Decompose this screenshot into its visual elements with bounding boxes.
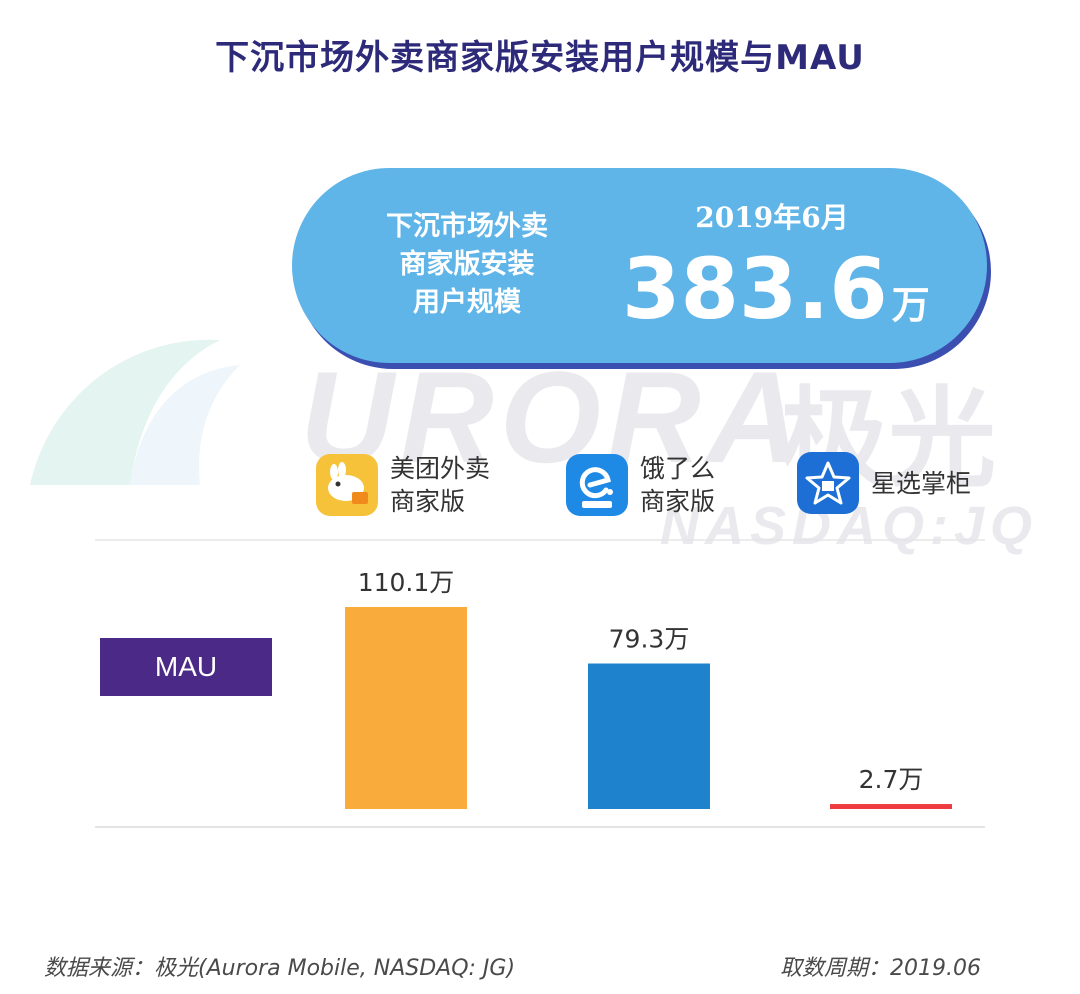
highlight-label-line: 下沉市场外卖: [386, 211, 548, 242]
legend-app-name: 美团外卖 商家版: [390, 452, 490, 518]
highlight-label-line: 商家版安装: [399, 249, 535, 280]
bar-3: [830, 804, 952, 809]
highlight-label: 下沉市场外卖 商家版安装 用户规模: [347, 208, 587, 322]
legend-app-eleme: 饿了么 商家版: [566, 452, 715, 518]
bar-value-label: 2.7万: [859, 765, 924, 794]
legend-app-name-line: 饿了么: [640, 454, 716, 483]
legend-app-xingxuan: 星选掌柜: [797, 452, 971, 514]
highlight-pill: 下沉市场外卖 商家版安装 用户规模 2019年6月 383.6 万: [292, 168, 987, 363]
legend-app-name-line: 商家版: [640, 487, 716, 516]
legend-app-name-line: 美团外卖: [390, 454, 491, 483]
highlight-unit: 万: [891, 283, 930, 327]
footer-source: 数据来源：极光(Aurora Mobile, NASDAQ: JG): [44, 956, 516, 981]
eleme-e-icon: [566, 454, 628, 516]
highlight-value: 383.6: [622, 240, 888, 338]
bar-value-label: 79.3万: [609, 625, 690, 654]
chart-title: 下沉市场外卖商家版安装用户规模与MAU: [215, 38, 865, 78]
watermark-brand: URORA: [300, 344, 807, 490]
meituan-kangaroo-icon: [316, 454, 378, 516]
legend-app-name-line: 商家版: [390, 487, 466, 516]
mau-badge: MAU: [100, 638, 272, 696]
bar-2: [588, 663, 710, 809]
legend-app-name: 星选掌柜: [871, 467, 971, 500]
bar-value-label: 110.1万: [358, 568, 455, 597]
highlight-date: 2019年6月: [695, 201, 849, 234]
footer-period: 取数周期：2019.06: [780, 956, 981, 981]
legend-app-name: 饿了么 商家版: [640, 452, 715, 518]
aurora-logo-watermark-icon: [30, 339, 240, 485]
highlight-label-line: 用户规模: [413, 287, 521, 318]
bar-1: [345, 607, 467, 809]
xingxuan-star-icon: [797, 452, 859, 514]
highlight-value-wrap: 383.6 万: [622, 240, 930, 338]
legend-app-name-line: 星选掌柜: [871, 468, 972, 498]
legend-app-meituan: 美团外卖 商家版: [316, 452, 490, 518]
